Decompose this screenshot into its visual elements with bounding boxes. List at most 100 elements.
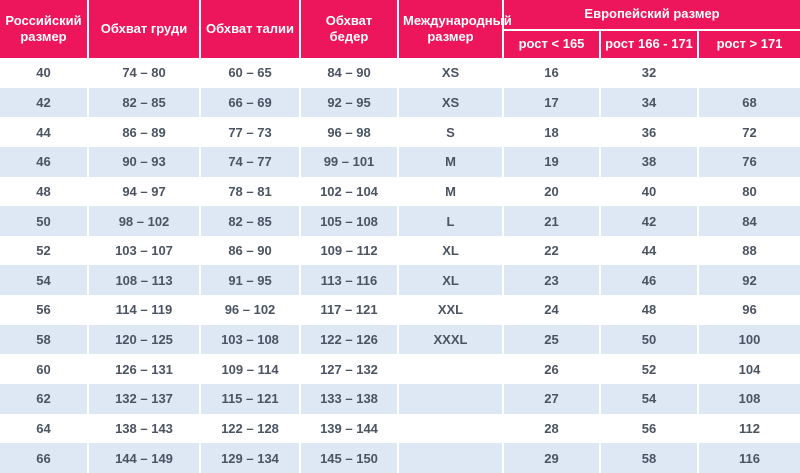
table-row: 60 126 – 131 109 – 114 127 – 132 26 52 104	[0, 354, 800, 385]
table-cell: 44	[600, 235, 699, 266]
table-cell: 74 – 77	[200, 146, 301, 177]
table-cell: 48	[600, 295, 699, 325]
table-cell: 77 – 73	[200, 117, 301, 147]
table-cell: 48	[0, 176, 89, 207]
table-header: Российский размер Обхват груди Обхват та…	[0, 0, 800, 58]
table-cell: 58	[0, 324, 89, 355]
table-cell: M	[398, 176, 504, 207]
table-cell: 96 – 102	[200, 295, 301, 325]
table-cell: 86 – 90	[200, 235, 301, 266]
header-hips: Обхват бедер	[300, 0, 399, 58]
table-cell: 56	[600, 413, 699, 444]
table-cell: 36	[600, 117, 699, 147]
table-cell: 26	[503, 354, 601, 385]
table-row: 48 94 – 97 78 – 81 102 – 104 M 20 40 80	[0, 176, 800, 207]
table-cell: 27	[503, 384, 601, 414]
table-cell: 90 – 93	[88, 146, 201, 177]
table-cell: 22	[503, 235, 601, 266]
table-cell: 144 – 149	[88, 443, 201, 473]
table-cell: 100	[738, 332, 761, 348]
table-cell: 116	[739, 450, 760, 466]
table-row: 42 82 – 85 66 – 69 92 – 95 XS 17 34 68	[0, 87, 800, 118]
table-cell: 94 – 97	[88, 176, 201, 207]
table-cell: 58	[600, 443, 699, 473]
table-cell: 54	[600, 384, 699, 414]
table-cell	[398, 413, 504, 444]
table-cell: 104	[738, 361, 761, 377]
table-cell: 84	[742, 213, 757, 229]
table-cell: 139 – 144	[300, 413, 399, 444]
table-cell: 103 – 108	[200, 324, 301, 355]
table-cell: 56	[0, 295, 89, 325]
table-cell: 25	[503, 324, 601, 355]
table-cell: 108	[738, 391, 761, 407]
table-row: 64 138 – 143 122 – 128 139 – 144 28 56 112	[0, 413, 800, 444]
table-cell: 17	[503, 87, 601, 118]
table-cell: 23	[503, 265, 601, 296]
header-russian-size: Российский размер	[0, 0, 89, 58]
table-cell: 114 – 119	[88, 295, 201, 325]
table-cell: 52	[600, 354, 699, 385]
table-cell: 68	[742, 94, 757, 110]
table-cell: XS	[398, 58, 504, 88]
table-row: 44 86 – 89 77 – 73 96 – 98 S 18 36 72	[0, 117, 800, 147]
table-cell: 91 – 95	[200, 265, 301, 296]
table-cell: XS	[398, 87, 504, 118]
table-cell: 122 – 126	[300, 324, 399, 355]
table-cell: 103 – 107	[88, 235, 201, 266]
table-cell: XXXL	[398, 324, 504, 355]
table-cell: 105 – 108	[300, 206, 399, 236]
table-cell: 50	[0, 206, 89, 236]
table-cell: 132 – 137	[88, 384, 201, 414]
table-cell: 19	[503, 146, 601, 177]
table-cell: 62	[0, 384, 89, 414]
table-row: 58 120 – 125 103 – 108 122 – 126 XXXL 25 50 100	[0, 324, 800, 355]
table-cell: 44	[0, 117, 89, 147]
table-cell: 115 – 121	[200, 384, 301, 414]
table-cell: M	[398, 146, 504, 177]
table-row: 56 114 – 119 96 – 102 117 – 121 XXL 24 48 96	[0, 295, 800, 325]
table-cell: L	[398, 206, 504, 236]
table-cell: 126 – 131	[88, 354, 201, 385]
table-cell: 40	[0, 58, 89, 88]
table-cell	[398, 354, 504, 385]
table-cell: 86 – 89	[88, 117, 201, 147]
table-cell: 102 – 104	[300, 176, 399, 207]
table-cell: 32	[600, 58, 699, 88]
table-cell: 78 – 81	[200, 176, 301, 207]
table-cell: 42	[600, 206, 699, 236]
table-row: 54 108 – 113 91 – 95 113 – 116 XL 23 46 92	[0, 265, 800, 296]
header-height-lt-165: рост < 165	[503, 30, 601, 58]
table-cell: 72	[742, 124, 757, 140]
table-cell: 129 – 134	[200, 443, 301, 473]
table-cell: 60	[0, 354, 89, 385]
table-cell: 82 – 85	[200, 206, 301, 236]
table-cell: 16	[503, 58, 601, 88]
size-table-body: 40 74 – 80 60 – 65 84 – 90 XS 16 32 42 82 – 85 66…	[0, 58, 800, 473]
table-cell: 117 – 121	[300, 295, 399, 325]
table-cell: 84 – 90	[300, 58, 399, 88]
table-cell: S	[398, 117, 504, 147]
table-cell: 46	[0, 146, 89, 177]
table-cell: 20	[503, 176, 601, 207]
table-cell: 24	[503, 295, 601, 325]
table-cell: 60 – 65	[200, 58, 301, 88]
table-cell: XXL	[398, 295, 504, 325]
table-cell: 50	[600, 324, 699, 355]
table-row: 40 74 – 80 60 – 65 84 – 90 XS 16 32	[0, 58, 800, 88]
table-cell: 108 – 113	[88, 265, 201, 296]
table-cell: XL	[398, 235, 504, 266]
header-european-size: Европейский размер	[503, 0, 800, 31]
table-cell: 145 – 150	[300, 443, 399, 473]
table-row: 46 90 – 93 74 – 77 99 – 101 M 19 38 76	[0, 146, 800, 177]
table-cell: 29	[503, 443, 601, 473]
header-chest: Обхват груди	[88, 0, 201, 58]
header-row-sub: рост < 165 рост 166 - 171 рост > 171	[0, 30, 800, 58]
table-cell: 96 – 98	[300, 117, 399, 147]
header-height-166-171: рост 166 - 171	[600, 30, 699, 58]
table-cell: 99 – 101	[300, 146, 399, 177]
table-cell: 38	[600, 146, 699, 177]
table-row: 62 132 – 137 115 – 121 133 – 138 27 54 108	[0, 384, 800, 414]
header-waist: Обхват талии	[200, 0, 301, 58]
